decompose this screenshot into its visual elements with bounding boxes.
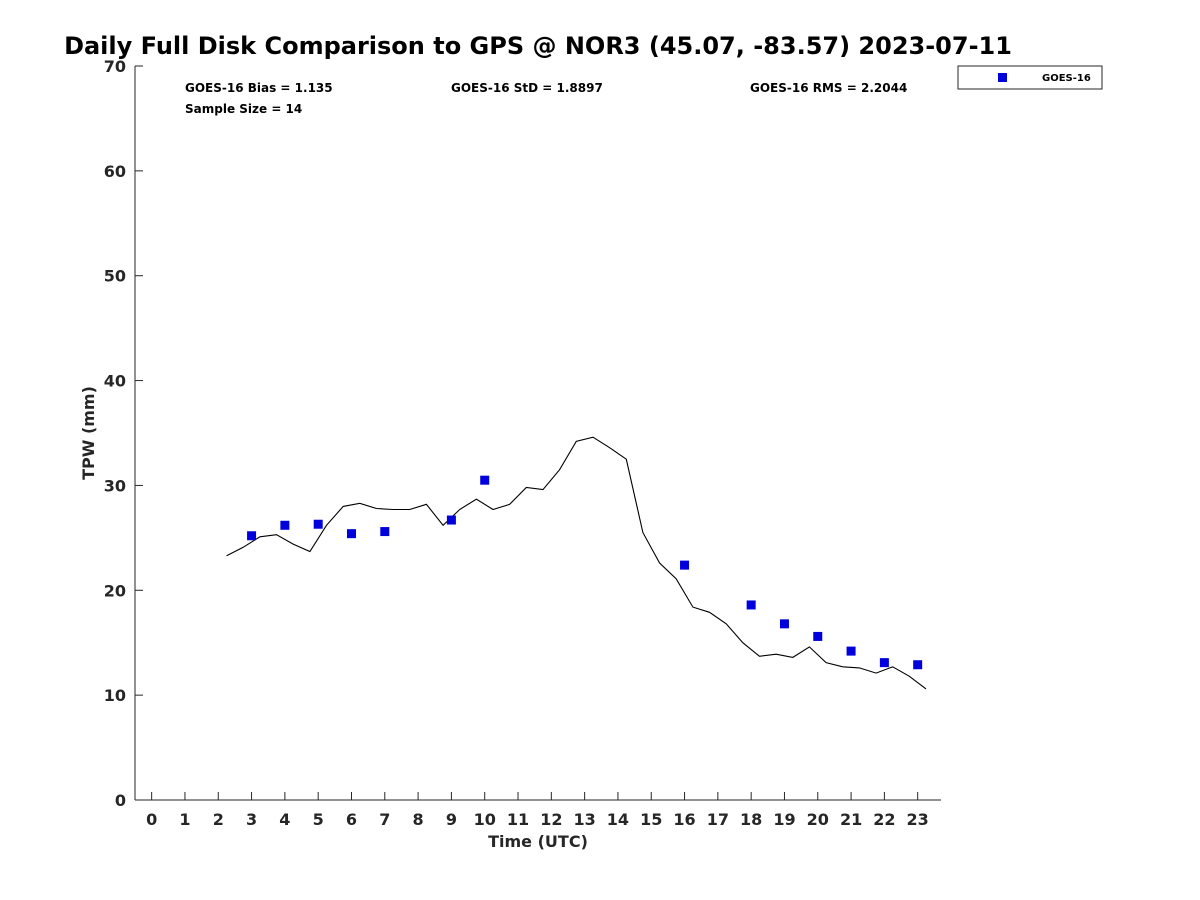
x-tick-label: 21 [840,810,862,829]
goes16-point [313,519,323,529]
goes16-point [846,646,856,656]
x-tick-label: 5 [313,810,324,829]
x-tick-label: 18 [740,810,762,829]
x-tick-label: 11 [507,810,529,829]
goes16-point [779,619,789,629]
y-tick-label: 40 [104,372,126,391]
x-tick-label: 4 [279,810,290,829]
legend: GOES-16 [957,65,1103,90]
x-axis-label: Time (UTC) [488,832,588,851]
goes16-point [280,520,290,530]
goes16-series-group [247,475,923,670]
x-tick-label: 3 [246,810,257,829]
y-tick-label: 30 [104,476,126,495]
legend-label-goes16: GOES-16 [1042,73,1091,84]
y-tick-label: 50 [104,267,126,286]
ticks: 0 1 2 3 4 5 6 7 8 9 10 11 12 13 14 15 16 17 18 19 20 21 22 2301… [104,57,929,829]
x-tick-label: 9 [446,810,457,829]
stat-bias: GOES-16 Bias = 1.135 [185,81,333,95]
gps-series-group [226,436,927,690]
legend-box [957,65,1103,90]
stat-sample-size: Sample Size = 14 [185,102,302,116]
x-tick-label: 13 [573,810,595,829]
x-tick-label: 19 [773,810,795,829]
x-tick-label: 1 [179,810,190,829]
x-tick-label: 7 [379,810,390,829]
x-tick-label: 17 [707,810,729,829]
x-tick-label: 15 [640,810,662,829]
stat-std: GOES-16 StD = 1.8897 [451,81,603,95]
y-tick-label: 60 [104,162,126,181]
goes16-point [813,631,823,641]
goes16-point [913,660,923,670]
x-tick-label: 0 [146,810,157,829]
x-tick-label: 6 [346,810,357,829]
axes [134,66,941,801]
x-tick-label: 10 [474,810,496,829]
gps-tpw-line [226,436,927,690]
x-tick-label: 14 [607,810,629,829]
goes16-point [380,527,390,537]
legend-marker-goes16 [998,73,1007,82]
x-tick-label: 16 [673,810,695,829]
stat-rms: GOES-16 RMS = 2.2044 [750,81,907,95]
goes16-point [247,531,257,541]
x-tick-label: 12 [540,810,562,829]
x-tick-label: 8 [413,810,424,829]
goes16-point [346,529,356,539]
chart-title: Daily Full Disk Comparison to GPS @ NOR3… [64,32,1012,60]
x-tick-label: 20 [807,810,829,829]
x-tick-label: 22 [873,810,895,829]
goes16-point [480,475,490,485]
y-axis-label: TPW (mm) [79,386,98,480]
x-tick-label: 23 [907,810,929,829]
x-tick-label: 2 [213,810,224,829]
y-tick-label: 0 [115,791,126,810]
y-tick-label: 10 [104,686,126,705]
goes16-point [680,560,690,570]
goes16-point [746,600,756,610]
y-tick-label: 70 [104,57,126,76]
goes16-point [879,658,889,668]
y-tick-label: 20 [104,581,126,600]
goes16-point [446,515,456,525]
